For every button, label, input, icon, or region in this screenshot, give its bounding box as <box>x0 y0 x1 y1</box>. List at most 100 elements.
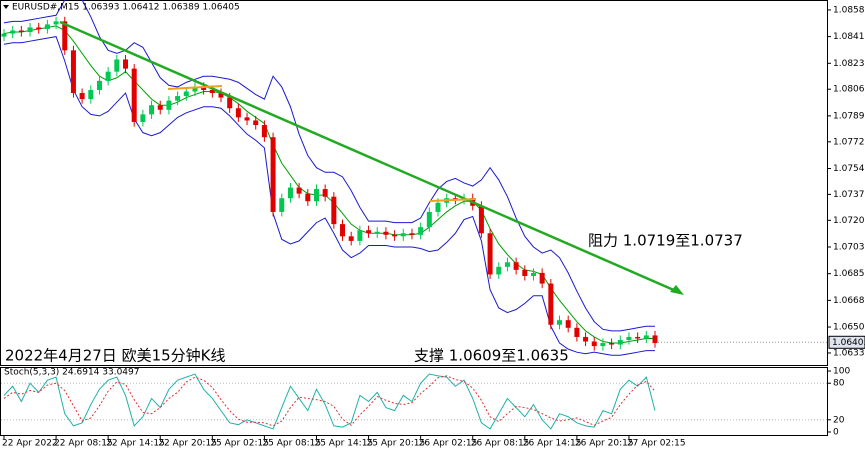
stoch-line <box>3 375 656 427</box>
y-tick-label: 1.08585 <box>833 5 865 15</box>
date-label: 2022年4月27日 欧美15分钟K线 <box>5 347 226 365</box>
candle-body <box>374 231 380 234</box>
candle-body <box>227 97 233 109</box>
trend-arrow <box>670 285 684 295</box>
x-tick-label: 26 Apr 20:15 <box>575 439 634 449</box>
candle-body <box>409 233 415 235</box>
candle-body <box>331 196 337 225</box>
stoch-line <box>3 373 656 430</box>
support-label: 支撑 1.0609至1.0635 <box>414 347 569 365</box>
candle-body <box>340 224 346 237</box>
chart-header: EURUSD#,M15 1.06393 1.06412 1.06389 1.06… <box>12 3 240 13</box>
candle-body <box>287 187 293 199</box>
x-tick-label: 22 Apr 14:15 <box>106 439 165 449</box>
last-price-label: 1.06405 <box>832 338 865 348</box>
candle-body <box>383 231 389 235</box>
y-tick-label: 1.07375 <box>833 190 865 200</box>
candle-body <box>1 33 7 37</box>
candle-body <box>270 137 276 212</box>
x-tick-label: 26 Apr 08:15 <box>471 439 530 449</box>
candle-body <box>18 30 24 33</box>
y-tick-label: 1.08065 <box>833 85 865 95</box>
band-line <box>3 36 655 356</box>
candle-body <box>565 320 571 328</box>
candle-body <box>296 187 302 194</box>
candle-body <box>626 336 632 340</box>
candle-body <box>175 96 181 101</box>
candle-body <box>435 202 441 212</box>
y-tick-label: 1.07890 <box>833 111 865 121</box>
y-tick-label: 1.07030 <box>833 242 865 252</box>
header-icon <box>3 5 9 9</box>
y-tick-label: 0 <box>833 427 839 437</box>
x-tick-label: 25 Apr 14:15 <box>314 439 373 449</box>
candle-body <box>574 327 580 337</box>
candle-body <box>53 21 59 25</box>
candle-body <box>105 71 111 81</box>
candle-body <box>123 59 129 69</box>
candle-body <box>209 89 215 94</box>
y-tick-label: 1.06680 <box>833 296 865 306</box>
candle-body <box>166 100 172 110</box>
trend-line <box>59 20 677 293</box>
candle-body <box>487 233 493 275</box>
candle-body <box>313 189 319 202</box>
candle-body <box>348 236 354 241</box>
candle-body <box>279 198 285 212</box>
x-tick-label: 22 Apr 20:15 <box>158 439 217 449</box>
y-tick-label: 1.06855 <box>833 269 865 279</box>
candle-body <box>44 24 50 29</box>
y-tick-label: 100 <box>833 367 850 377</box>
candle-body <box>131 68 137 122</box>
candle-body <box>600 343 606 347</box>
stoch-frame <box>0 367 828 436</box>
candle-body <box>88 89 94 100</box>
x-tick-label: 26 Apr 14:15 <box>523 439 582 449</box>
x-tick-label: 22 Apr 2022 <box>2 439 58 449</box>
resistance-mark <box>167 85 223 90</box>
candle-body <box>114 59 120 72</box>
candle-body <box>530 272 536 276</box>
y-tick-label: 1.06505 <box>833 323 865 333</box>
candle-body <box>513 262 519 270</box>
stoch-header: Stoch(5,3,3) 24.6914 33.0497 <box>4 368 139 378</box>
candle-body <box>357 230 363 241</box>
candle-body <box>140 114 146 122</box>
x-tick-label: 26 Apr 02:15 <box>419 439 478 449</box>
y-tick-label: 1.07720 <box>833 137 865 147</box>
candle-body <box>522 269 528 276</box>
candle-body <box>305 193 311 202</box>
x-tick-label: 25 Apr 20:15 <box>367 439 426 449</box>
candle-body <box>79 93 85 100</box>
candle-body <box>253 120 259 126</box>
x-tick-label: 22 Apr 08:15 <box>54 439 113 449</box>
x-tick-label: 27 Apr 02:15 <box>627 439 686 449</box>
candle-body <box>10 30 16 34</box>
candle-body <box>192 86 198 92</box>
y-tick-label: 1.08410 <box>833 32 865 42</box>
candle-body <box>400 233 406 237</box>
candle-body <box>149 105 155 115</box>
candle-body <box>635 336 641 339</box>
candle-body <box>218 93 224 98</box>
y-tick-label: 20 <box>833 415 845 425</box>
candle-body <box>418 227 424 235</box>
main-frame <box>0 0 828 366</box>
band-line <box>3 25 655 344</box>
y-tick-label: 80 <box>833 379 845 389</box>
candle-body <box>183 91 189 97</box>
candle-body <box>201 86 207 90</box>
candle-body <box>591 341 597 347</box>
y-tick-label: 1.06335 <box>833 348 865 358</box>
candle-body <box>504 262 510 267</box>
candle-body <box>392 234 398 237</box>
last-price-box <box>828 335 865 349</box>
y-tick-label: 1.07545 <box>833 164 865 174</box>
candle-body <box>617 339 623 345</box>
candle-body <box>322 189 328 197</box>
candle-body <box>609 343 615 345</box>
candle-body <box>36 27 42 29</box>
resistance-mark <box>429 198 477 202</box>
candle-body <box>643 335 649 339</box>
